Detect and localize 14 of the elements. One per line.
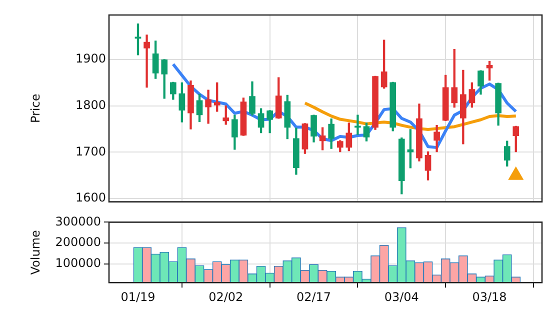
y-tick-label: 1700: [75, 144, 106, 158]
x-tick-label: 02/02: [208, 290, 244, 304]
x-tick-label: 01/19: [120, 290, 156, 304]
x-tick-label: 03/18: [472, 290, 507, 304]
y-tick-label: 1800: [75, 98, 106, 112]
y-tick-label: 200000: [55, 235, 101, 250]
y-tick-label: 300000: [55, 214, 101, 228]
y-tick-label: 1900: [75, 52, 106, 66]
y-axis-title: Price: [28, 94, 42, 124]
y-tick-label: 100000: [55, 256, 101, 270]
y-axis-title: Volume: [28, 230, 42, 275]
y-tick-label: 1600: [75, 190, 106, 205]
x-tick-label: 02/17: [296, 290, 332, 304]
x-tick-label: 03/04: [384, 290, 419, 304]
